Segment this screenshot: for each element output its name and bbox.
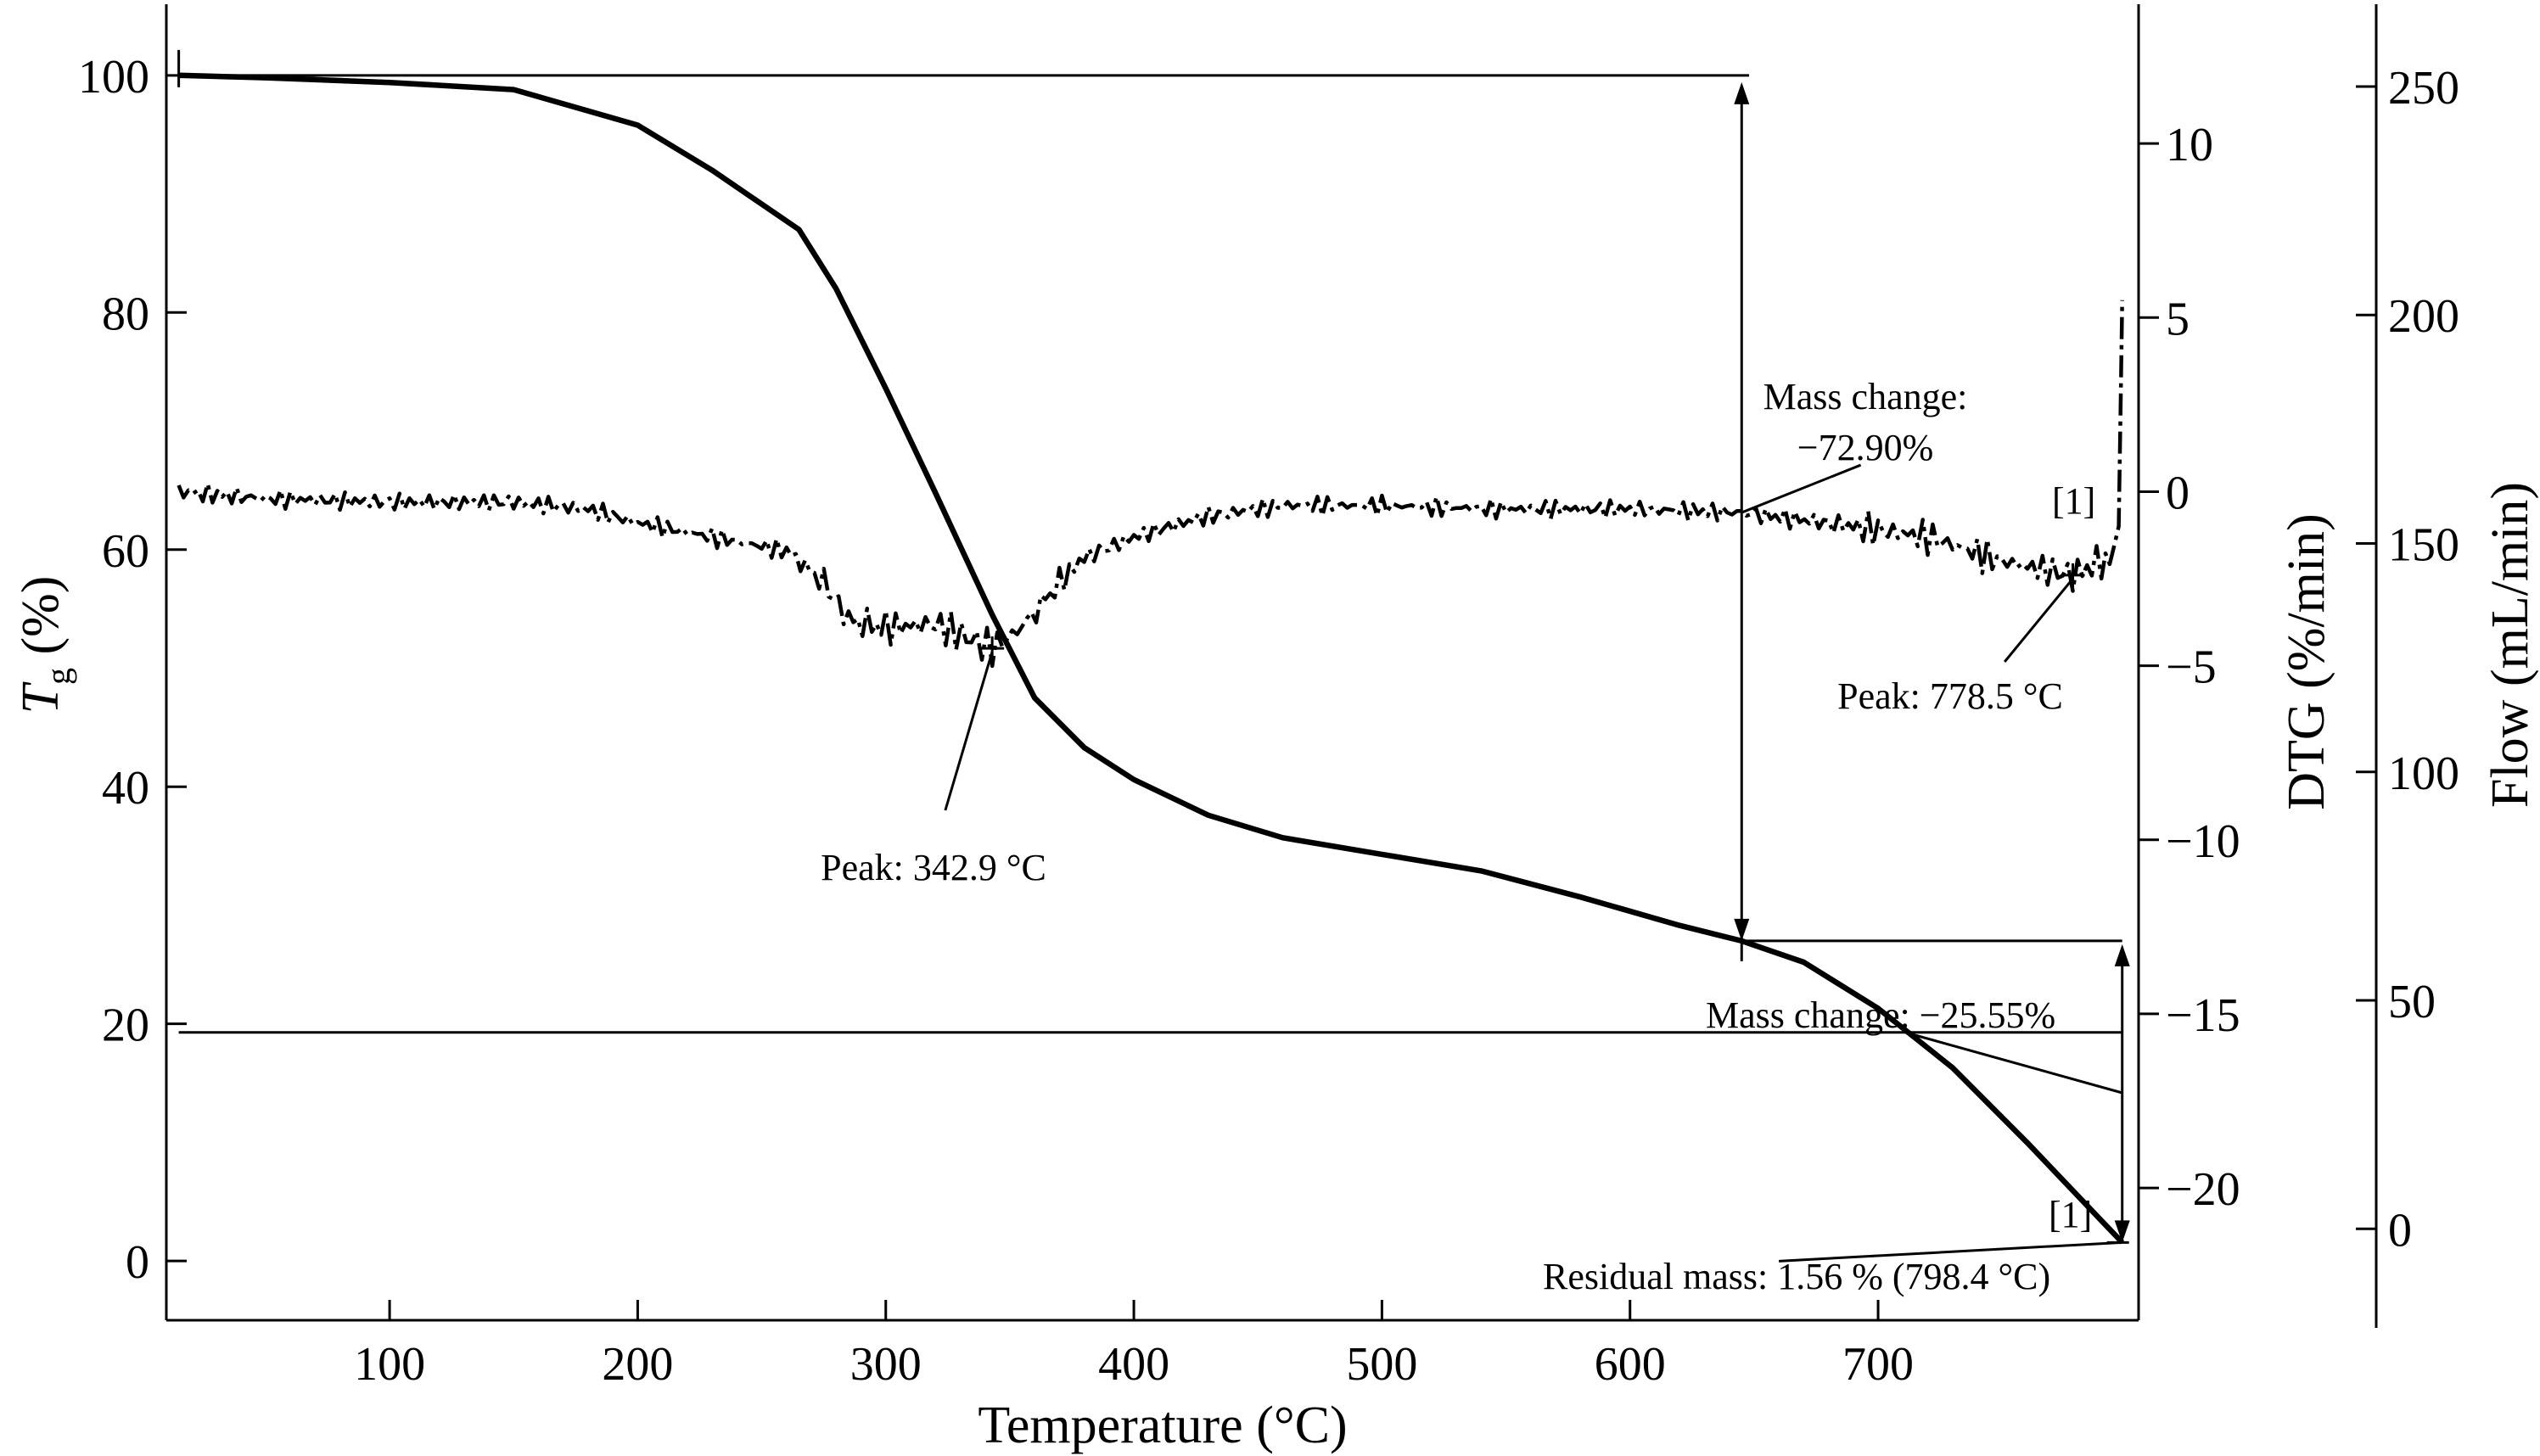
mass-change1-arrow-down: [1734, 918, 1750, 941]
tg-curve: [178, 72, 2125, 1245]
series-dtg: [177, 300, 2124, 669]
peak2-leader: [2003, 577, 2074, 663]
y-dtg-tick-label: −5: [2166, 641, 2217, 694]
peak1-leader: [944, 651, 994, 811]
residual-mass-label: Residual mass: 1.56 % (798.4 °C): [1543, 1256, 2050, 1297]
y-left-tick-label: 80: [102, 288, 149, 340]
x-tick-label: 500: [1346, 1338, 1417, 1391]
y-left-title-main: T: [12, 680, 70, 714]
y-flow-tick-label: 100: [2388, 748, 2459, 800]
y-left-title-unit: (%): [12, 576, 70, 668]
y-flow-tick-label: 250: [2388, 62, 2459, 115]
y-left-tick-label: 40: [102, 762, 149, 815]
mass-change2-arrow-down: [2114, 1220, 2130, 1243]
mass-change2-leader: [1902, 1030, 2123, 1095]
dtg-curve: [177, 300, 2124, 669]
plot-frame: [165, 4, 2378, 1328]
y-flow-tick-label: 50: [2388, 976, 2436, 1028]
y-dtg-tick-label: −20: [2166, 1163, 2240, 1216]
residual-leader: [1779, 1240, 2122, 1263]
x-tick-label: 200: [602, 1338, 673, 1391]
y-left-tick-label: 0: [126, 1236, 149, 1289]
mass-change1-label-line2: −72.90%: [1797, 427, 1933, 468]
x-tick-label: 100: [354, 1338, 425, 1391]
x-tick-label: 300: [850, 1338, 922, 1391]
y-left-tick-label: 100: [78, 51, 149, 104]
mass-change2-label: Mass change: −25.55%: [1706, 994, 2055, 1036]
y-dtg-tick-label: 10: [2166, 119, 2213, 171]
y-dtg-tick-label: −15: [2166, 989, 2240, 1042]
y-dtg-tick-label: 0: [2166, 467, 2190, 519]
y-left-tick-label: 60: [102, 525, 149, 578]
y-flow-tick-label: 200: [2388, 290, 2459, 343]
x-tick-label: 600: [1595, 1338, 1666, 1391]
x-tick-label: 400: [1098, 1338, 1169, 1391]
y-flow-axis-title: Flow (mL/min): [2481, 482, 2539, 808]
peak2-label: Peak: 778.5 °C: [1837, 675, 2063, 717]
x-tick-label: 700: [1842, 1338, 1914, 1391]
marker-bottom: [1]: [2049, 1194, 2092, 1235]
y-left-axis-title: Tg (%): [12, 576, 77, 714]
y-flow-tick-label: 150: [2388, 518, 2459, 571]
axis-ticks: 100 200 300 400 500 600 700020406080100−20−15−…: [78, 51, 2459, 1391]
series-tg: [178, 72, 2125, 1245]
mass-change1-leader: [1741, 463, 1862, 514]
x-axis-title: Temperature (°C): [978, 1397, 1347, 1454]
annotation-guides: [177, 49, 2130, 1263]
marker-top: [1]: [2052, 480, 2095, 522]
y-dtg-tick-label: −10: [2166, 815, 2240, 868]
mass-change1-arrow-up: [1734, 81, 1750, 104]
y-left-tick-label: 20: [102, 1000, 149, 1052]
y-flow-tick-label: 0: [2388, 1204, 2412, 1257]
y-left-title-sub: g: [39, 668, 77, 685]
y-dtg-tick-label: 5: [2166, 293, 2190, 345]
peak1-label: Peak: 342.9 °C: [821, 847, 1046, 888]
mass-change2-arrow-up: [2114, 944, 2130, 966]
y-dtg-axis-title: DTG (%/min): [2278, 513, 2335, 810]
mass-change1-label-line1: Mass change:: [1763, 376, 1968, 417]
